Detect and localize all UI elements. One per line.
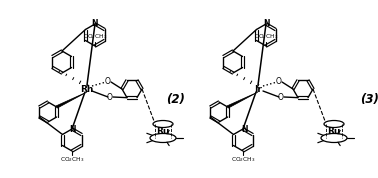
Text: O: O [107, 93, 113, 101]
Text: N: N [92, 20, 98, 28]
Text: Ir: Ir [254, 85, 262, 93]
Text: Ru: Ru [327, 127, 341, 135]
Text: O: O [278, 93, 284, 101]
Text: Ru: Ru [156, 127, 170, 135]
Text: N: N [241, 124, 247, 134]
Text: (3): (3) [361, 93, 378, 106]
Text: CO$_2$CH$_3$: CO$_2$CH$_3$ [254, 33, 278, 41]
Polygon shape [227, 92, 258, 108]
Text: (2): (2) [167, 93, 186, 106]
Text: O: O [105, 77, 111, 87]
Text: CO$_2$CH$_3$: CO$_2$CH$_3$ [231, 156, 255, 164]
Text: N: N [70, 124, 76, 134]
Text: CO$_2$CH$_3$: CO$_2$CH$_3$ [60, 156, 84, 164]
Text: O: O [276, 77, 282, 87]
Text: Rh: Rh [80, 85, 94, 93]
Polygon shape [56, 92, 87, 108]
Text: N: N [263, 20, 269, 28]
Text: CO$_2$CH$_3$: CO$_2$CH$_3$ [83, 33, 107, 41]
